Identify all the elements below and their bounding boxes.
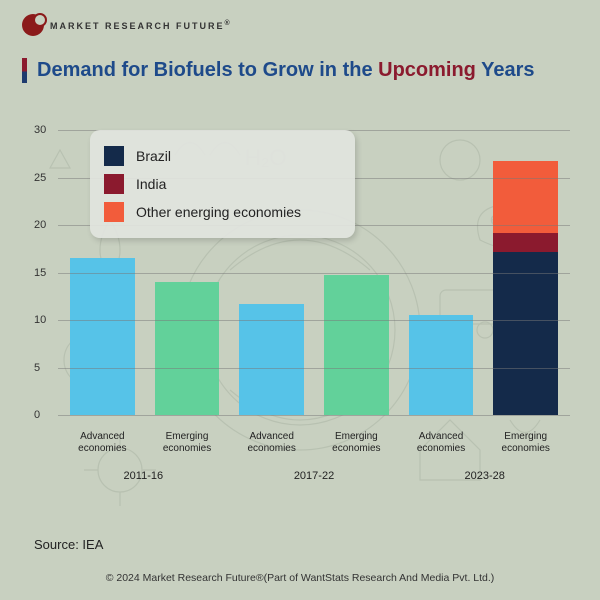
bar-segment [493, 161, 558, 232]
bar-segment [493, 233, 558, 252]
legend-item: Brazil [104, 142, 341, 170]
x-axis-group-label: 2011-16 [58, 470, 229, 482]
brand-logo: MARKET RESEARCH FUTURE® [22, 14, 232, 36]
x-axis-label: Advanced economies [239, 431, 304, 455]
legend-item: Other energing economies [104, 198, 341, 226]
title-text: Demand for Biofuels to Grow in the Upcom… [37, 58, 535, 83]
legend-label: Other energing economies [136, 204, 301, 220]
grid-line [58, 415, 570, 416]
y-tick-label: 25 [34, 172, 46, 184]
grid-line [58, 273, 570, 274]
y-tick-label: 0 [34, 409, 40, 421]
brand-logo-text: MARKET RESEARCH FUTURE® [50, 20, 232, 31]
x-axis-group-label: 2017-22 [229, 470, 400, 482]
title-accent-bar [22, 58, 27, 83]
bar-segment [493, 252, 558, 415]
x-axis-group-labels: 2011-162017-222023-28 [58, 470, 570, 482]
y-tick-label: 15 [34, 267, 46, 279]
legend-label: Brazil [136, 148, 171, 164]
y-tick-label: 20 [34, 219, 46, 231]
legend-swatch [104, 174, 124, 194]
y-tick-label: 10 [34, 314, 46, 326]
legend: Brazil India Other energing economies [90, 130, 355, 238]
x-axis-labels: Advanced economies Emerging economies Adva… [58, 431, 570, 455]
x-axis-label: Advanced economies [409, 431, 474, 455]
grid-line [58, 320, 570, 321]
y-tick-label: 30 [34, 124, 46, 136]
chart-title: Demand for Biofuels to Grow in the Upcom… [22, 58, 578, 83]
grid-line [58, 368, 570, 369]
legend-swatch [104, 202, 124, 222]
x-axis-group-label: 2023-28 [399, 470, 570, 482]
source-attribution: Source: IEA [34, 537, 103, 552]
copyright-footer: © 2024 Market Research Future®(Part of W… [0, 572, 600, 584]
legend-item: India [104, 170, 341, 198]
x-axis-label: Emerging economies [493, 431, 558, 455]
y-tick-label: 5 [34, 362, 40, 374]
x-axis-label: Advanced economies [70, 431, 135, 455]
chart: 051015202530 BrazilIndiaOther energing e… [30, 130, 570, 490]
legend-label: India [136, 176, 166, 192]
x-axis-label: Emerging economies [324, 431, 389, 455]
x-axis-label: Emerging economies [155, 431, 220, 455]
legend-swatch [104, 146, 124, 166]
brand-logo-icon [22, 14, 44, 36]
